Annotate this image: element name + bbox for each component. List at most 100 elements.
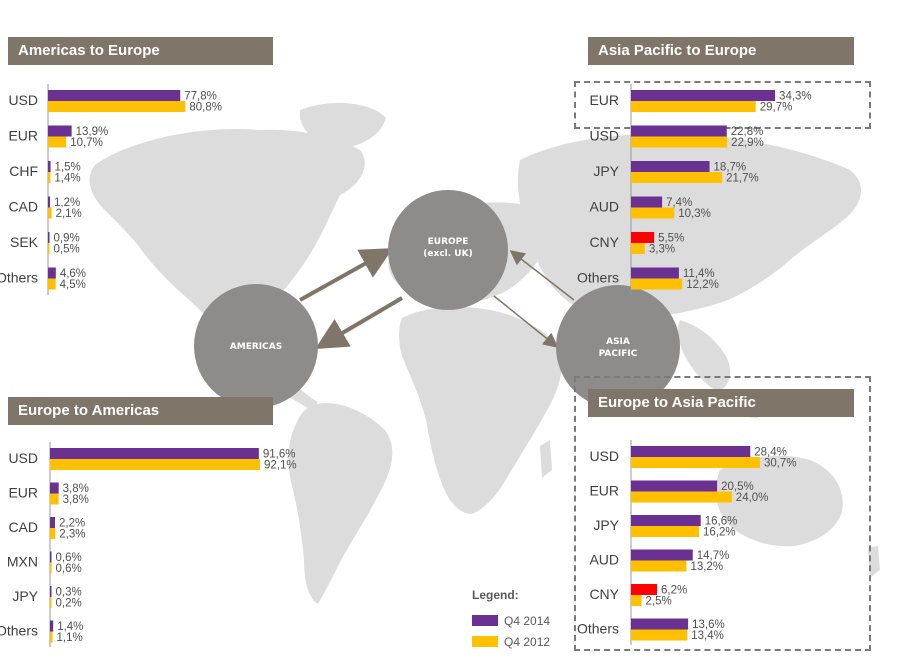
panel-title: Europe to Asia Pacific (588, 389, 854, 417)
asia-label-line1: ASIA (606, 337, 630, 347)
category-label-usd: USD (8, 450, 38, 466)
data-label-jpy-q4-2012: 0,2% (56, 598, 82, 610)
panel-title: Americas to Europe (8, 37, 273, 65)
category-label-cad: CAD (8, 199, 38, 215)
data-label-cny-q4-2014: 6,2% (661, 585, 687, 597)
category-label-chf: CHF (9, 163, 38, 179)
data-label-usd-q4-2012: 92,1% (264, 460, 297, 472)
arrow-asia-to-europe (509, 250, 575, 301)
bar-usd-q4-2012 (631, 457, 760, 468)
panel-title: Europe to Americas (8, 397, 273, 425)
chart-asia-to-europe: EUR 34,3%29,7% USD 22,8%22,9% JPY 18,7%21,7% A… (577, 84, 812, 295)
southeast-asia-shape (677, 320, 731, 392)
bar-eur-q4-2014 (631, 480, 718, 492)
bar-chf-q4-2012 (48, 172, 51, 183)
data-label-chf-q4-2014: 1,5% (55, 162, 81, 174)
bar-others-q4-2012 (631, 629, 688, 641)
data-label-eur-q4-2012: 24,0% (736, 492, 769, 504)
bar-aud-q4-2012 (631, 560, 687, 572)
data-label-usd-q4-2012: 22,9% (731, 137, 764, 149)
data-label-cad-q4-2014: 2,2% (59, 518, 85, 530)
data-label-eur-q4-2014: 20,5% (721, 481, 754, 493)
madagascar-shape (540, 440, 552, 478)
data-label-mxn-q4-2012: 0,6% (56, 563, 82, 575)
bar-eur-q4-2012 (48, 136, 67, 148)
bar-cad-q4-2012 (48, 207, 52, 219)
data-label-eur-q4-2014: 13,9% (76, 126, 109, 138)
data-label-usd-q4-2014: 91,6% (263, 449, 296, 461)
category-label-others: Others (577, 621, 619, 637)
greenland-shape (299, 103, 386, 149)
bar-cny-q4-2012 (631, 595, 642, 606)
data-label-others-q4-2014: 11,4% (683, 268, 715, 280)
bar-mxn-q4-2012 (50, 562, 52, 574)
bar-jpy-q4-2012 (50, 597, 52, 608)
data-label-cad-q4-2014: 1,2% (54, 197, 80, 209)
data-label-usd-q4-2014: 22,8% (731, 126, 764, 138)
data-label-usd-q4-2012: 80,8% (189, 102, 222, 114)
australia-shape (715, 455, 843, 547)
asia-pacific-circle (556, 285, 680, 409)
bar-jpy-q4-2014 (631, 515, 701, 526)
bar-cad-q4-2014 (48, 196, 51, 208)
data-label-eur-q4-2014: 3,8% (63, 483, 89, 495)
bar-aud-q4-2014 (631, 196, 663, 208)
data-label-jpy-q4-2014: 0,3% (56, 587, 82, 599)
bar-jpy-q4-2012 (631, 172, 723, 183)
category-label-others: Others (577, 270, 619, 286)
category-label-cad: CAD (8, 519, 38, 535)
data-label-mxn-q4-2014: 0,6% (56, 552, 82, 564)
data-label-aud-q4-2014: 14,7% (697, 550, 730, 562)
bar-others-q4-2012 (48, 278, 56, 290)
bar-usd-q4-2012 (48, 101, 186, 112)
data-label-jpy-q4-2014: 18,7% (714, 162, 747, 174)
bar-eur-q4-2014 (48, 125, 72, 137)
bar-others-q4-2014 (631, 267, 679, 279)
category-label-others: Others (0, 270, 38, 286)
chart-americas-to-europe: USD 77,8%80,8% EUR 13,9%10,7% CHF 1,5%1,4% CAD… (0, 84, 222, 295)
chart-europe-to-americas: USD 91,6%92,1% EUR 3,8%3,8% CAD 2,2%2,3% MXN 0,… (0, 442, 297, 647)
bar-cad-q4-2012 (50, 528, 56, 539)
legend-swatch-q4-2012 (472, 636, 498, 647)
asia-shape (517, 133, 862, 321)
bar-eur-q4-2014 (50, 482, 59, 494)
legend-swatch-q4-2014 (472, 615, 498, 626)
data-label-others-q4-2014: 4,6% (60, 268, 86, 280)
data-label-cny-q4-2014: 5,5% (658, 233, 684, 245)
arrow-europe-to-asia (493, 295, 559, 348)
category-label-jpy: JPY (593, 163, 619, 179)
panel-title: Asia Pacific to Europe (588, 37, 854, 65)
bar-others-q4-2014 (48, 267, 56, 279)
category-label-eur: EUR (8, 485, 38, 501)
europe-label-line1: EUROPE (427, 237, 469, 247)
bar-jpy-q4-2012 (631, 526, 700, 537)
category-label-cny: CNY (589, 586, 619, 602)
bar-eur-q4-2012 (631, 491, 732, 503)
data-label-cad-q4-2012: 2,3% (59, 529, 85, 541)
data-label-sek-q4-2012: 0,5% (54, 244, 80, 256)
americas-label: AMERICAS (214, 341, 298, 353)
category-label-aud: AUD (589, 552, 619, 568)
bar-usd-q4-2014 (48, 90, 181, 101)
bar-aud-q4-2012 (631, 207, 675, 219)
legend-label-q4-2014: Q4 2014 (504, 613, 551, 628)
category-label-eur: EUR (589, 483, 619, 499)
africa-shape (399, 306, 563, 514)
asia-pacific-label: ASIA PACIFIC (580, 336, 656, 360)
americas-label-text: AMERICAS (229, 342, 283, 352)
category-label-usd: USD (8, 92, 38, 108)
category-label-cny: CNY (589, 234, 619, 250)
data-label-usd-q4-2014: 77,8% (184, 91, 217, 103)
data-label-others-q4-2012: 13,4% (691, 630, 724, 642)
data-label-cny-q4-2012: 2,5% (646, 596, 672, 608)
bar-eur-q4-2012 (631, 101, 756, 112)
americas-circle (194, 284, 318, 408)
data-label-others-q4-2012: 4,5% (60, 279, 86, 291)
bar-others-q4-2014 (631, 618, 689, 630)
bar-cad-q4-2014 (50, 517, 56, 528)
bar-jpy-q4-2014 (50, 586, 52, 597)
data-label-cny-q4-2012: 3,3% (649, 244, 675, 256)
category-label-usd: USD (589, 128, 619, 144)
bar-usd-q4-2012 (50, 459, 260, 470)
